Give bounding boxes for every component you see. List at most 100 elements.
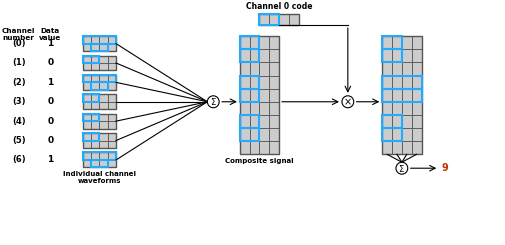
Bar xyxy=(402,62,412,75)
Text: (1): (1) xyxy=(12,59,26,67)
Bar xyxy=(269,62,279,75)
Bar xyxy=(269,115,279,128)
Bar xyxy=(108,44,116,51)
Bar xyxy=(382,141,392,154)
Bar xyxy=(108,133,116,141)
Bar xyxy=(91,82,108,90)
Text: Individual channel
waveforms: Individual channel waveforms xyxy=(63,172,136,184)
Bar xyxy=(83,44,91,51)
Text: $\Sigma$: $\Sigma$ xyxy=(210,96,217,107)
Bar xyxy=(402,89,412,102)
Bar xyxy=(83,114,116,129)
Bar xyxy=(260,49,269,62)
Bar xyxy=(108,160,116,167)
Bar xyxy=(412,141,422,154)
Bar xyxy=(83,63,91,70)
Bar xyxy=(240,75,260,89)
Bar xyxy=(108,63,116,70)
Bar xyxy=(83,94,116,109)
Bar xyxy=(240,128,249,141)
Text: Channel 0 code: Channel 0 code xyxy=(246,2,312,11)
Bar xyxy=(91,82,99,90)
Text: (5): (5) xyxy=(12,136,26,145)
Text: 1: 1 xyxy=(47,78,54,87)
Text: Channel
number: Channel number xyxy=(2,28,35,41)
Bar xyxy=(240,75,249,89)
Bar xyxy=(392,36,402,49)
Bar xyxy=(392,128,402,141)
Bar xyxy=(83,56,91,63)
Bar xyxy=(412,115,422,128)
Bar xyxy=(83,114,99,121)
Bar xyxy=(108,114,116,121)
Bar xyxy=(382,115,392,128)
Bar xyxy=(240,89,249,102)
Text: (6): (6) xyxy=(12,156,26,164)
Circle shape xyxy=(342,96,354,108)
Bar xyxy=(99,75,108,82)
Bar xyxy=(83,94,99,102)
Bar xyxy=(83,75,116,90)
Bar xyxy=(382,36,422,154)
Bar xyxy=(382,49,392,62)
Bar xyxy=(402,102,412,115)
Bar xyxy=(402,36,412,49)
Bar xyxy=(99,160,108,167)
Bar xyxy=(412,128,422,141)
Bar xyxy=(260,128,269,141)
Bar xyxy=(269,14,279,25)
Bar xyxy=(108,152,116,160)
Bar xyxy=(83,133,99,141)
Bar xyxy=(249,102,260,115)
Bar xyxy=(392,102,402,115)
Bar xyxy=(99,121,108,129)
Bar xyxy=(240,62,249,75)
Bar xyxy=(240,36,249,49)
Bar xyxy=(99,133,108,141)
Bar xyxy=(382,36,392,49)
Bar xyxy=(249,128,260,141)
Bar xyxy=(99,94,108,102)
Bar xyxy=(260,36,269,49)
Bar xyxy=(108,36,116,44)
Bar xyxy=(83,94,91,102)
Bar xyxy=(83,152,116,167)
Text: 0: 0 xyxy=(47,97,53,106)
Text: 9: 9 xyxy=(441,163,448,173)
Bar xyxy=(91,141,99,148)
Bar xyxy=(382,89,392,102)
Bar xyxy=(412,36,422,49)
Bar xyxy=(260,115,269,128)
Bar xyxy=(279,14,289,25)
Bar xyxy=(382,128,402,141)
Bar xyxy=(269,75,279,89)
Bar xyxy=(91,102,99,109)
Bar xyxy=(412,62,422,75)
Bar xyxy=(99,102,108,109)
Bar xyxy=(83,75,116,82)
Bar xyxy=(99,141,108,148)
Bar xyxy=(240,89,260,102)
Bar xyxy=(83,160,91,167)
Text: (4): (4) xyxy=(12,117,26,126)
Bar xyxy=(412,75,422,89)
Bar xyxy=(382,89,422,102)
Bar xyxy=(269,128,279,141)
Bar xyxy=(289,14,299,25)
Bar xyxy=(249,75,260,89)
Text: (2): (2) xyxy=(12,78,26,87)
Bar xyxy=(269,49,279,62)
Bar xyxy=(392,75,402,89)
Bar xyxy=(83,133,91,141)
Bar xyxy=(249,36,260,49)
Circle shape xyxy=(396,162,408,174)
Text: $\Sigma$: $\Sigma$ xyxy=(398,163,406,174)
Bar xyxy=(91,160,99,167)
Bar xyxy=(412,89,422,102)
Text: 0: 0 xyxy=(47,59,53,67)
Text: 1: 1 xyxy=(47,39,54,48)
Text: 0: 0 xyxy=(47,136,53,145)
Bar xyxy=(91,56,99,63)
Bar xyxy=(91,114,99,121)
Bar xyxy=(382,75,392,89)
